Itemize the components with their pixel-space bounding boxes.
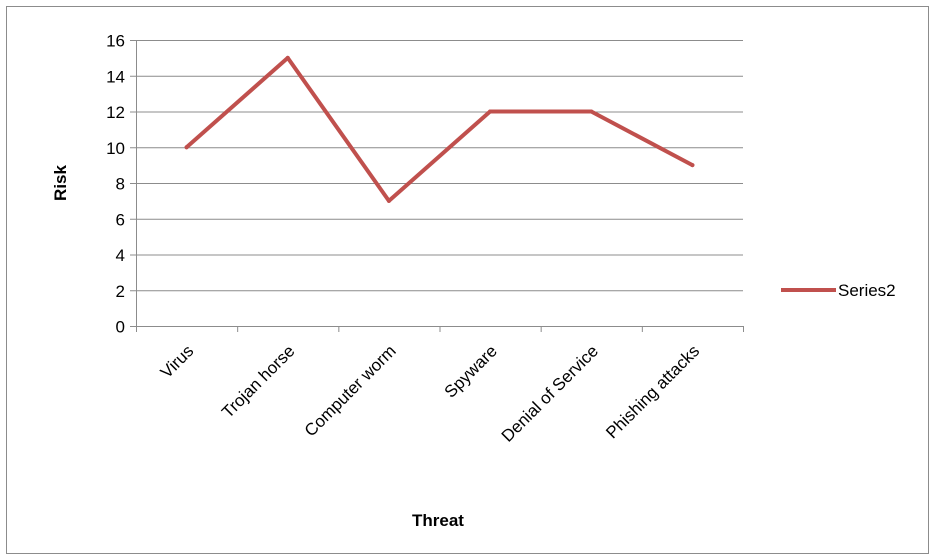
y-tick-label-7: 14 [106,67,125,86]
y-tick-label-1: 2 [116,282,125,301]
data-point-0-2 [386,198,391,203]
y-tick-label-0: 0 [116,318,125,337]
data-point-0-4 [589,109,594,114]
data-point-0-3 [488,109,493,114]
y-tick-label-3: 6 [116,210,125,229]
data-point-0-1 [285,55,290,60]
x-axis-title: Threat [412,511,464,530]
chart-border [6,6,929,554]
y-tick-label-2: 4 [116,246,125,265]
data-point-0-5 [690,163,695,168]
y-tick-label-5: 10 [106,139,125,158]
axes [130,40,744,332]
legend-label-0: Series2 [838,281,896,300]
series-lines [184,55,695,203]
y-tick-label-6: 12 [106,103,125,122]
series-line-0 [184,55,695,203]
y-tick-labels: 0 2 4 6 8 10 12 14 16 [106,32,125,337]
y-tick-label-4: 8 [116,175,125,194]
gridlines [136,40,743,292]
y-tick-label-8: 16 [106,32,125,51]
legend: Series2 [781,281,896,300]
y-axis-title: Risk [51,165,70,201]
data-point-0-0 [184,145,189,150]
